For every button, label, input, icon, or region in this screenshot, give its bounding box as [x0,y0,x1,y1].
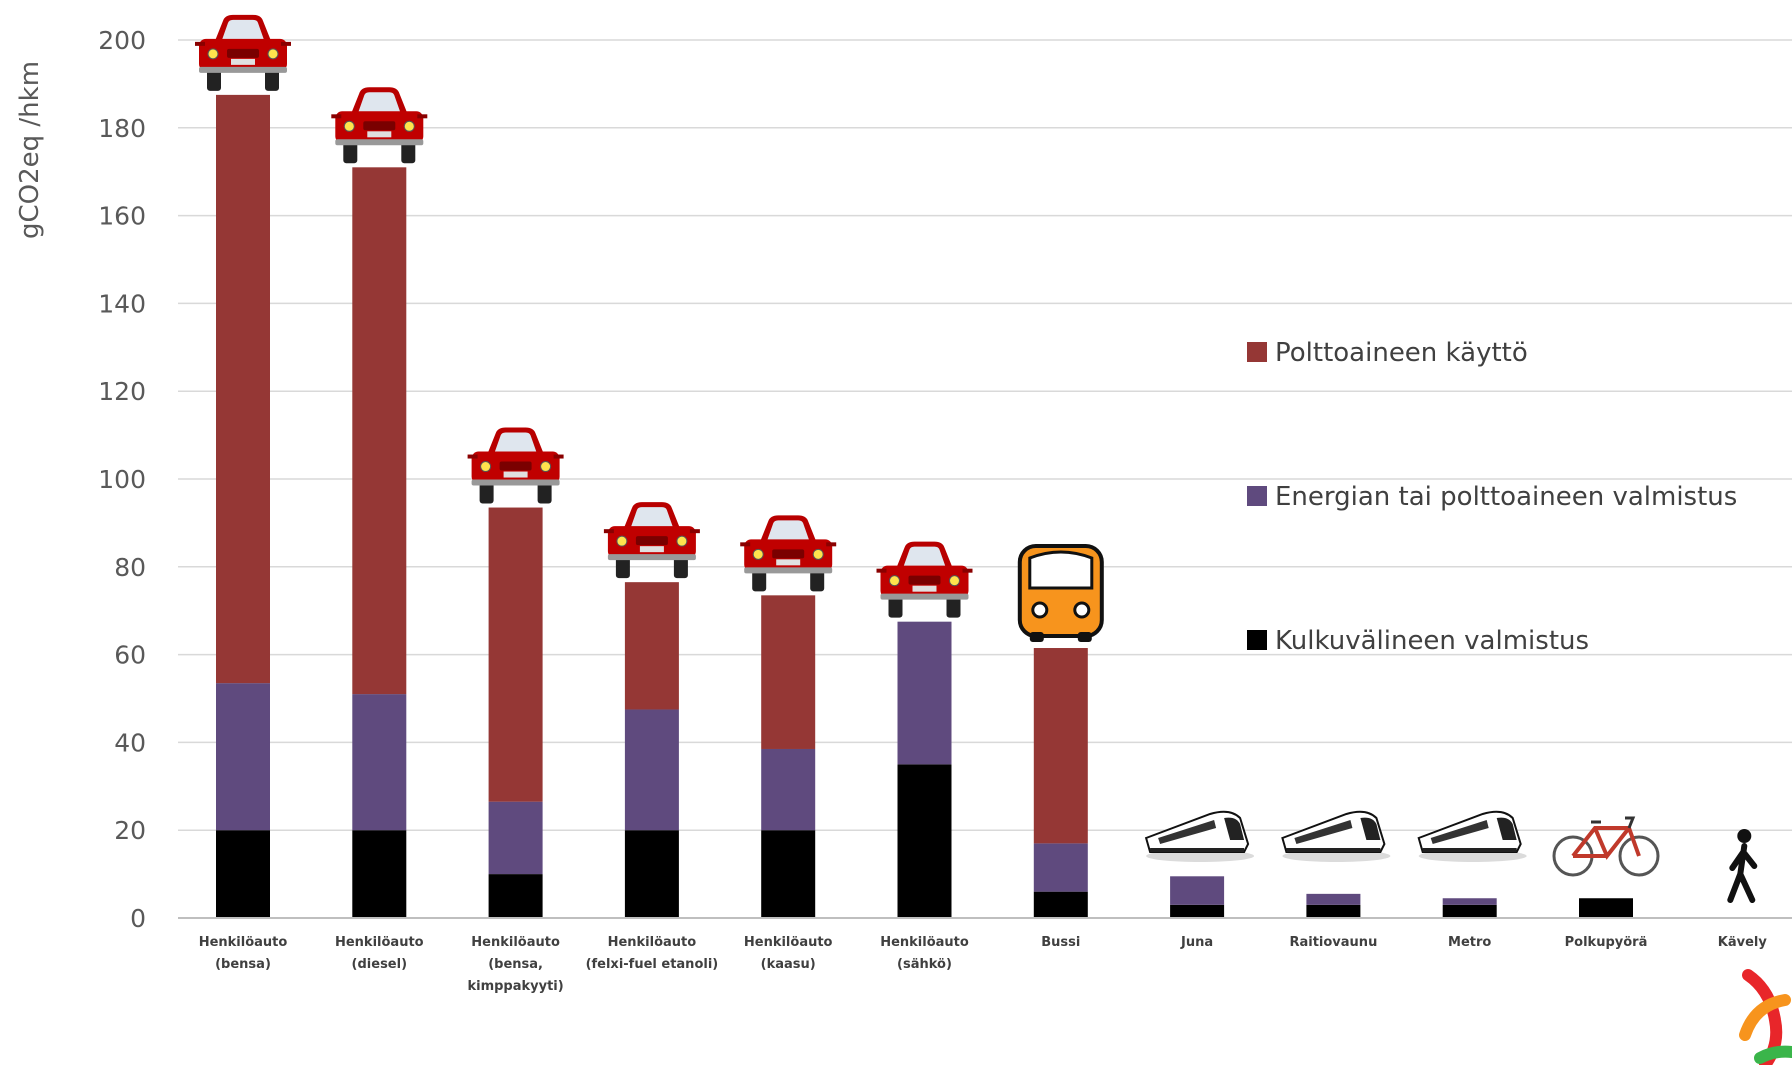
bar-segment [216,94,270,684]
legend-swatch [1247,630,1267,650]
x-tick-label: Henkilöauto [335,935,424,950]
x-tick-label: Henkilöauto [880,935,969,950]
walking-person-icon [1730,829,1754,900]
y-tick-label: 180 [98,114,146,143]
car-icon [330,86,428,164]
bar-segment [1579,898,1633,918]
bar-segment [1170,876,1225,905]
x-tick-label: (bensa) [215,957,271,972]
bar-segment [761,595,816,749]
legend-swatch [1247,342,1267,362]
y-tick-label: 160 [98,202,146,231]
bar-segment [352,694,407,831]
bar-segment [488,874,543,918]
x-tick-label: Bussi [1041,935,1080,950]
legend-label: Kulkuvälineen valmistus [1275,626,1589,656]
car-icon [876,541,973,619]
x-tick-label: Henkilöauto [199,935,288,950]
car-icon [467,427,565,505]
y-tick-label: 40 [114,728,146,757]
bar-segment [897,764,952,918]
bar-segment [761,748,816,831]
bar-segment [352,830,407,918]
train-icon [1417,810,1528,863]
bar-segment [1306,904,1361,918]
bar-segment [216,830,270,918]
bar-segment [1033,648,1088,844]
x-tick-label: Henkilöauto [744,935,833,950]
legend: Polttoaineen käyttö Energian tai polttoai… [1247,338,1737,656]
train-icon [1281,810,1392,863]
logo-icon [1739,969,1792,1065]
car-icon [739,514,837,592]
legend-label: Energian tai polttoaineen valmistus [1275,482,1737,512]
x-tick-label: Metro [1448,935,1491,950]
y-tick-label: 60 [114,641,146,670]
bar-segment [1306,893,1361,905]
y-tick-label: 80 [114,553,146,582]
bar-segment [1033,891,1088,918]
x-tick-label: kimppakyyti) [467,979,563,994]
car-icon [194,14,292,92]
bar-segment [488,507,543,802]
bar-segment [488,801,543,875]
axes: 0 20 40 60 80 100 120 140 160 180 200 Henkilöauto (b… [98,26,1792,994]
legend-label: Polttoaineen käyttö [1275,338,1528,368]
gridlines [178,39,1792,831]
x-tick-label: Kävely [1718,935,1768,950]
vehicle-icons [194,14,1754,900]
y-tick-label: 0 [130,904,146,933]
x-tick-label: (kaasu) [761,957,816,972]
y-tick-label: 120 [98,377,146,406]
y-tick-label: 20 [114,816,146,845]
x-tick-label: (bensa, [488,957,543,972]
legend-swatch [1247,486,1267,506]
bar-segment [761,830,816,918]
y-tick-label: 140 [98,289,146,318]
bar-segment [1033,843,1088,892]
bicycle-icon [1552,816,1660,877]
bar-segment [216,683,270,831]
bar-segment [897,621,952,765]
bar-segment [1442,898,1497,905]
bar-segment [624,830,679,918]
x-tick-label: Henkilöauto [608,935,697,950]
train-icon [1145,810,1256,863]
x-tick-label: Juna [1180,935,1213,950]
x-tick-label: Raitiovaunu [1289,935,1377,950]
bus-icon [1017,544,1104,645]
bars [216,94,1633,918]
x-tick-label: Polkupyörä [1565,935,1648,950]
x-tick-label: Henkilöauto [471,935,560,950]
x-tick-label: (diesel) [352,957,407,972]
y-axis-label: gCO2eq /hkm [15,61,45,239]
bar-segment [624,582,679,710]
bar-segment [352,167,407,695]
bar-segment [624,709,679,831]
y-tick-label: 100 [98,465,146,494]
y-tick-label: 200 [98,26,146,55]
x-tick-label: (sähkö) [897,957,952,972]
bar-segment [1442,904,1497,918]
bar-segment [1170,904,1225,918]
x-tick-label: (felxi-fuel etanoli) [586,957,719,972]
